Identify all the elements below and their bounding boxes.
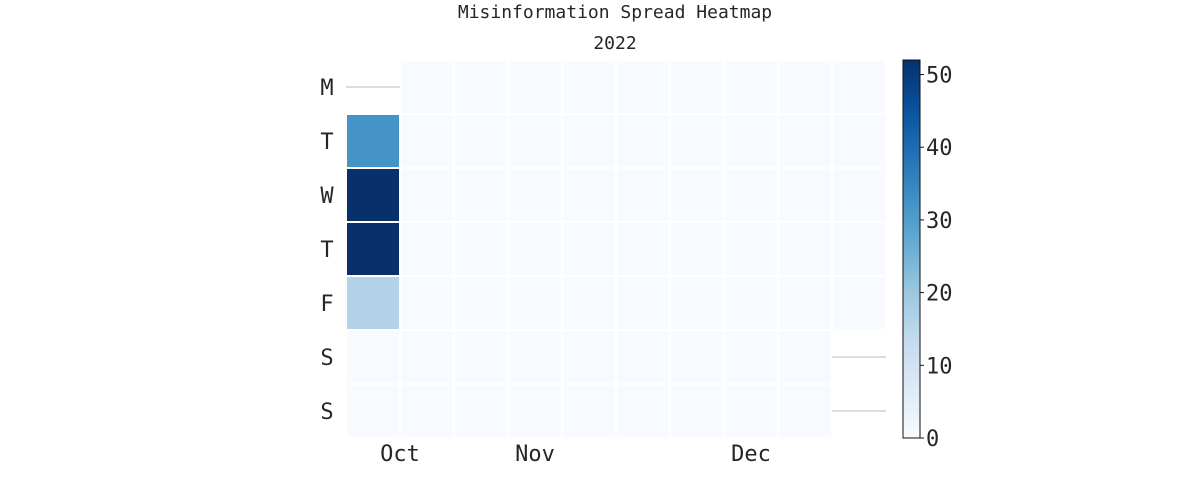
heatmap-cell: [507, 275, 563, 331]
colorbar-tick-label: 40: [926, 136, 953, 161]
heatmap-cell: [345, 383, 401, 439]
heatmap-cell: [561, 167, 617, 223]
heatmap-cell: [399, 59, 455, 115]
heatmap-cell: [615, 275, 671, 331]
heatmap-cell: [723, 59, 779, 115]
month-label: Nov: [515, 442, 555, 467]
heatmap-cell: [777, 167, 833, 223]
heatmap-cell: [723, 113, 779, 169]
heatmap-cell: [561, 59, 617, 115]
heatmap-cell: [723, 329, 779, 385]
heatmap-cell: [453, 383, 509, 439]
heatmap-cell: [399, 167, 455, 223]
heatmap-cell: [669, 329, 725, 385]
heatmap-cell: [831, 113, 887, 169]
heatmap-cell: [507, 221, 563, 277]
weekday-label: T: [320, 130, 333, 155]
heatmap-cell: [561, 275, 617, 331]
heatmap-cell: [777, 113, 833, 169]
colorbar-tick-label: 50: [926, 64, 953, 89]
heatmap-cell: [615, 329, 671, 385]
colorbar-gradient: [902, 59, 921, 439]
heatmap-cell: [399, 113, 455, 169]
heatmap-cell: [507, 329, 563, 385]
heatmap-cell: [777, 59, 833, 115]
year-boundary-lines: [346, 86, 886, 412]
weekday-label: M: [320, 76, 333, 101]
heatmap-cell: [777, 275, 833, 331]
heatmap-cells: [345, 59, 887, 439]
weekday-labels: M T W T F S S: [320, 76, 334, 425]
weekday-label: T: [320, 238, 333, 263]
heatmap-cell: [345, 329, 401, 385]
heatmap-cell: [345, 113, 401, 169]
heatmap-cell: [507, 167, 563, 223]
heatmap-cell: [831, 59, 887, 115]
colorbar-tick-label: 20: [926, 282, 953, 307]
month-labels: Oct Nov Dec: [380, 442, 771, 467]
heatmap-cell: [615, 59, 671, 115]
heatmap-cell: [453, 221, 509, 277]
heatmap-cell: [561, 383, 617, 439]
heatmap-cell: [669, 167, 725, 223]
heatmap-cell: [561, 113, 617, 169]
heatmap-cell: [777, 221, 833, 277]
month-label: Dec: [731, 442, 771, 467]
weekday-label: W: [320, 184, 334, 209]
weekday-label: F: [320, 292, 333, 317]
colorbar-ticks: 0 10 20 30 40 50: [920, 64, 953, 452]
colorbar-tick-label: 0: [926, 427, 939, 452]
heatmap-cell: [399, 329, 455, 385]
heatmap-cell: [399, 275, 455, 331]
heatmap-cell: [561, 221, 617, 277]
heatmap-cell: [831, 221, 887, 277]
weekday-label: S: [320, 346, 333, 371]
heatmap-cell: [615, 383, 671, 439]
chart-subtitle: 2022: [593, 33, 636, 54]
heatmap-cell: [507, 113, 563, 169]
heatmap-cell: [777, 329, 833, 385]
heatmap-cell: [615, 113, 671, 169]
month-label: Oct: [380, 442, 420, 467]
heatmap-cell: [723, 383, 779, 439]
colorbar: 0 10 20 30 40 50: [902, 59, 953, 452]
heatmap-cell: [345, 221, 401, 277]
colorbar-tick-label: 30: [926, 209, 953, 234]
heatmap-cell: [669, 221, 725, 277]
heatmap-cell: [561, 329, 617, 385]
heatmap-cell: [723, 275, 779, 331]
heatmap-cell: [453, 167, 509, 223]
heatmap-cell: [453, 329, 509, 385]
chart-title: Misinformation Spread Heatmap: [458, 2, 772, 23]
heatmap-cell: [345, 275, 401, 331]
heatmap-cell: [723, 221, 779, 277]
heatmap-cell: [615, 167, 671, 223]
heatmap-cell: [615, 221, 671, 277]
heatmap-cell: [723, 167, 779, 223]
heatmap-cell: [669, 275, 725, 331]
heatmap-cell: [831, 275, 887, 331]
colorbar-tick-label: 10: [926, 354, 953, 379]
heatmap-cell: [399, 221, 455, 277]
heatmap-cell: [777, 383, 833, 439]
heatmap-cell: [453, 113, 509, 169]
heatmap-cell: [453, 59, 509, 115]
heatmap-cell: [669, 113, 725, 169]
heatmap-cell: [399, 383, 455, 439]
heatmap-cell: [669, 383, 725, 439]
heatmap-cell: [669, 59, 725, 115]
heatmap-cell: [345, 167, 401, 223]
heatmap-cell: [831, 167, 887, 223]
heatmap-cell: [507, 59, 563, 115]
weekday-label: S: [320, 400, 333, 425]
heatmap-cell: [453, 275, 509, 331]
heatmap-cell: [507, 383, 563, 439]
